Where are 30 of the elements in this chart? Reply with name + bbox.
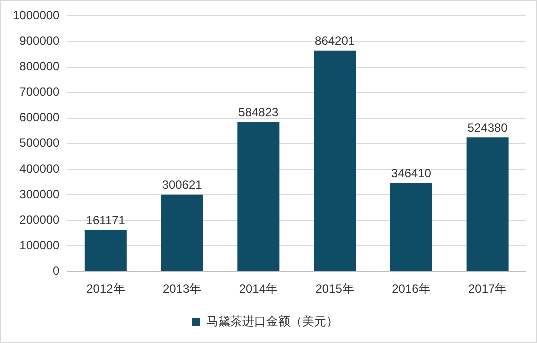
y-tick-label: 800000 [20,60,60,74]
bar [314,50,356,272]
y-tick-label: 100000 [20,238,60,252]
data-label: 346410 [391,166,432,180]
y-tick-label: 1000000 [13,8,60,23]
data-label: 524380 [468,120,508,135]
x-tick-label: 2013年 [162,282,202,296]
data-label: 300621 [162,178,203,192]
y-tick-label: 500000 [20,136,60,150]
x-tick-label: 2017年 [468,282,508,296]
bar [238,122,280,272]
bar [390,183,432,272]
x-tick-label: 2012年 [86,282,126,296]
y-tick-label: 900000 [20,34,60,48]
bar [84,230,127,272]
data-label: 864201 [315,34,356,48]
data-label: 161171 [86,214,126,228]
y-tick-label: 600000 [20,110,60,125]
y-tick-label: 200000 [20,212,60,227]
legend-label: 马黛茶进口金额（美元） [206,314,338,328]
bar [466,138,509,272]
y-tick-label: 400000 [20,162,60,176]
bar [161,194,204,272]
x-tick-label: 2014年 [239,282,278,296]
x-tick-label: 2016年 [392,282,431,296]
y-tick-label: 700000 [20,85,60,100]
y-tick-label: 0 [53,264,60,278]
x-tick-label: 2015年 [316,282,354,296]
y-tick-label: 300000 [20,187,60,202]
data-label: 584823 [238,106,280,120]
